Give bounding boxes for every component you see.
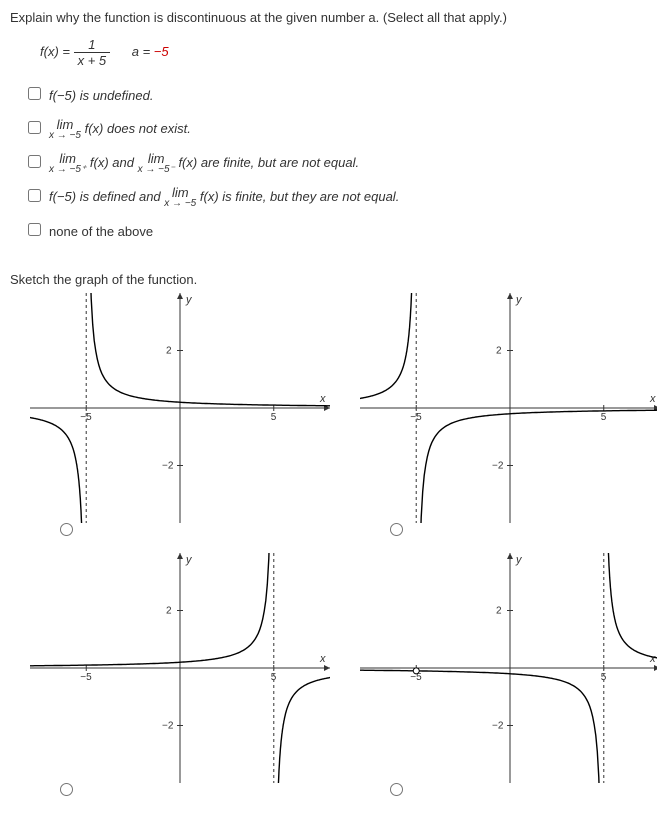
lim-top: lim (138, 152, 175, 165)
svg-text:x: x (319, 393, 326, 405)
graph-3-radio[interactable] (60, 783, 73, 796)
fx-label: f(x) = (40, 44, 74, 59)
svg-text:−2: −2 (492, 461, 504, 472)
sketch-label: Sketch the graph of the function. (10, 272, 647, 287)
svg-text:2: 2 (166, 346, 172, 357)
fraction-den: x + 5 (74, 53, 111, 68)
svg-text:−2: −2 (162, 461, 174, 472)
fraction-num: 1 (74, 37, 111, 53)
a-value: −5 (154, 44, 169, 59)
option-4-before: f(−5) is defined and (49, 188, 164, 203)
option-2-text: lim x → −5 f(x) does not exist. (49, 118, 191, 141)
lim-bot: x → −5 (164, 199, 196, 209)
svg-text:−2: −2 (492, 721, 504, 732)
option-2: lim x → −5 f(x) does not exist. (24, 116, 647, 142)
option-4-after: f(x) is finite, but they are not equal. (200, 188, 399, 203)
question-text: Explain why the function is discontinuou… (10, 10, 647, 25)
limit-icon: lim x → −5⁻ (138, 152, 175, 175)
lim-top: lim (164, 186, 196, 199)
svg-text:−5: −5 (80, 672, 92, 683)
graph-1-radio[interactable] (60, 523, 73, 536)
lim-bot: x → −5⁻ (138, 165, 175, 175)
graph-4-svg: xy5−52−2 (360, 553, 657, 783)
option-3-checkbox[interactable] (28, 155, 41, 168)
svg-text:y: y (515, 554, 523, 566)
lim-top: lim (49, 118, 81, 131)
option-4-checkbox[interactable] (28, 189, 41, 202)
lim-top: lim (49, 152, 86, 165)
lim-bot: x → −5⁺ (49, 165, 86, 175)
fraction: 1 x + 5 (74, 37, 111, 68)
option-4: f(−5) is defined and lim x → −5 f(x) is … (24, 184, 647, 210)
limit-icon: lim x → −5⁺ (49, 152, 86, 175)
svg-text:x: x (649, 653, 656, 665)
graph-1-svg: xy5−52−2 (30, 293, 330, 523)
graph-4-radio[interactable] (390, 783, 403, 796)
option-3-after: f(x) are finite, but are not equal. (178, 154, 359, 169)
option-3-mid: f(x) and (90, 154, 138, 169)
option-1-text: f(−5) is undefined. (49, 88, 153, 103)
graph-3-svg: xy5−52−2 (30, 553, 330, 783)
svg-text:y: y (515, 294, 523, 306)
graph-2-svg: xy5−52−2 (360, 293, 657, 523)
option-1-checkbox[interactable] (28, 87, 41, 100)
a-label: a = (132, 44, 154, 59)
options-list: f(−5) is undefined. lim x → −5 f(x) does… (24, 82, 647, 244)
lim-bot: x → −5 (49, 131, 81, 141)
svg-text:x: x (649, 393, 656, 405)
limit-icon: lim x → −5 (49, 118, 81, 141)
svg-text:5: 5 (271, 412, 277, 423)
option-5-checkbox[interactable] (28, 223, 41, 236)
svg-text:2: 2 (496, 606, 502, 617)
graph-option-3: xy5−52−2 (30, 553, 330, 803)
option-3-text: lim x → −5⁺ f(x) and lim x → −5⁻ f(x) ar… (49, 152, 359, 175)
svg-text:5: 5 (601, 412, 607, 423)
option-5-text: none of the above (49, 224, 153, 239)
limit-icon: lim x → −5 (164, 186, 196, 209)
svg-text:y: y (185, 554, 193, 566)
graph-option-1: xy5−52−2 (30, 293, 330, 543)
option-4-text: f(−5) is defined and lim x → −5 f(x) is … (49, 186, 399, 209)
svg-text:−2: −2 (162, 721, 174, 732)
svg-text:2: 2 (496, 346, 502, 357)
option-2-after: f(x) does not exist. (85, 120, 191, 135)
graph-grid: xy5−52−2 xy5−52−2 xy5−52−2 xy5−52−2 (30, 293, 647, 803)
option-2-checkbox[interactable] (28, 121, 41, 134)
svg-text:x: x (319, 653, 326, 665)
svg-text:y: y (185, 294, 193, 306)
option-5: none of the above (24, 218, 647, 244)
function-formula: f(x) = 1 x + 5 a = −5 (40, 37, 647, 68)
graph-2-radio[interactable] (390, 523, 403, 536)
option-1: f(−5) is undefined. (24, 82, 647, 108)
svg-text:2: 2 (166, 606, 172, 617)
option-3: lim x → −5⁺ f(x) and lim x → −5⁻ f(x) ar… (24, 150, 647, 176)
graph-option-2: xy5−52−2 (360, 293, 657, 543)
graph-option-4: xy5−52−2 (360, 553, 657, 803)
